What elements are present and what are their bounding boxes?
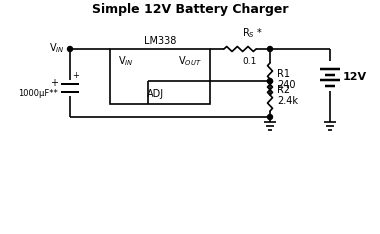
Text: LM338: LM338 — [144, 36, 176, 46]
Circle shape — [268, 47, 272, 51]
Text: +: + — [72, 71, 79, 80]
Text: 0.1: 0.1 — [242, 57, 256, 66]
Text: R2: R2 — [277, 85, 290, 95]
Text: R$_S$ *: R$_S$ * — [242, 26, 263, 40]
Circle shape — [268, 78, 272, 84]
Text: +: + — [50, 78, 58, 88]
Text: 240: 240 — [277, 80, 296, 90]
Text: V$_{OUT}$: V$_{OUT}$ — [178, 54, 202, 68]
Bar — [110, 49, 210, 104]
Text: Simple 12V Battery Charger: Simple 12V Battery Charger — [92, 3, 288, 16]
Circle shape — [268, 114, 272, 120]
Text: 12V: 12V — [343, 72, 367, 82]
Text: ADJ: ADJ — [146, 89, 163, 99]
Circle shape — [68, 47, 73, 51]
Text: 2.4k: 2.4k — [277, 96, 298, 106]
Text: R1: R1 — [277, 69, 290, 79]
Text: V$_{IN}$: V$_{IN}$ — [49, 41, 65, 55]
Text: 1000μF**: 1000μF** — [18, 88, 58, 98]
Text: V$_{IN}$: V$_{IN}$ — [118, 54, 134, 68]
